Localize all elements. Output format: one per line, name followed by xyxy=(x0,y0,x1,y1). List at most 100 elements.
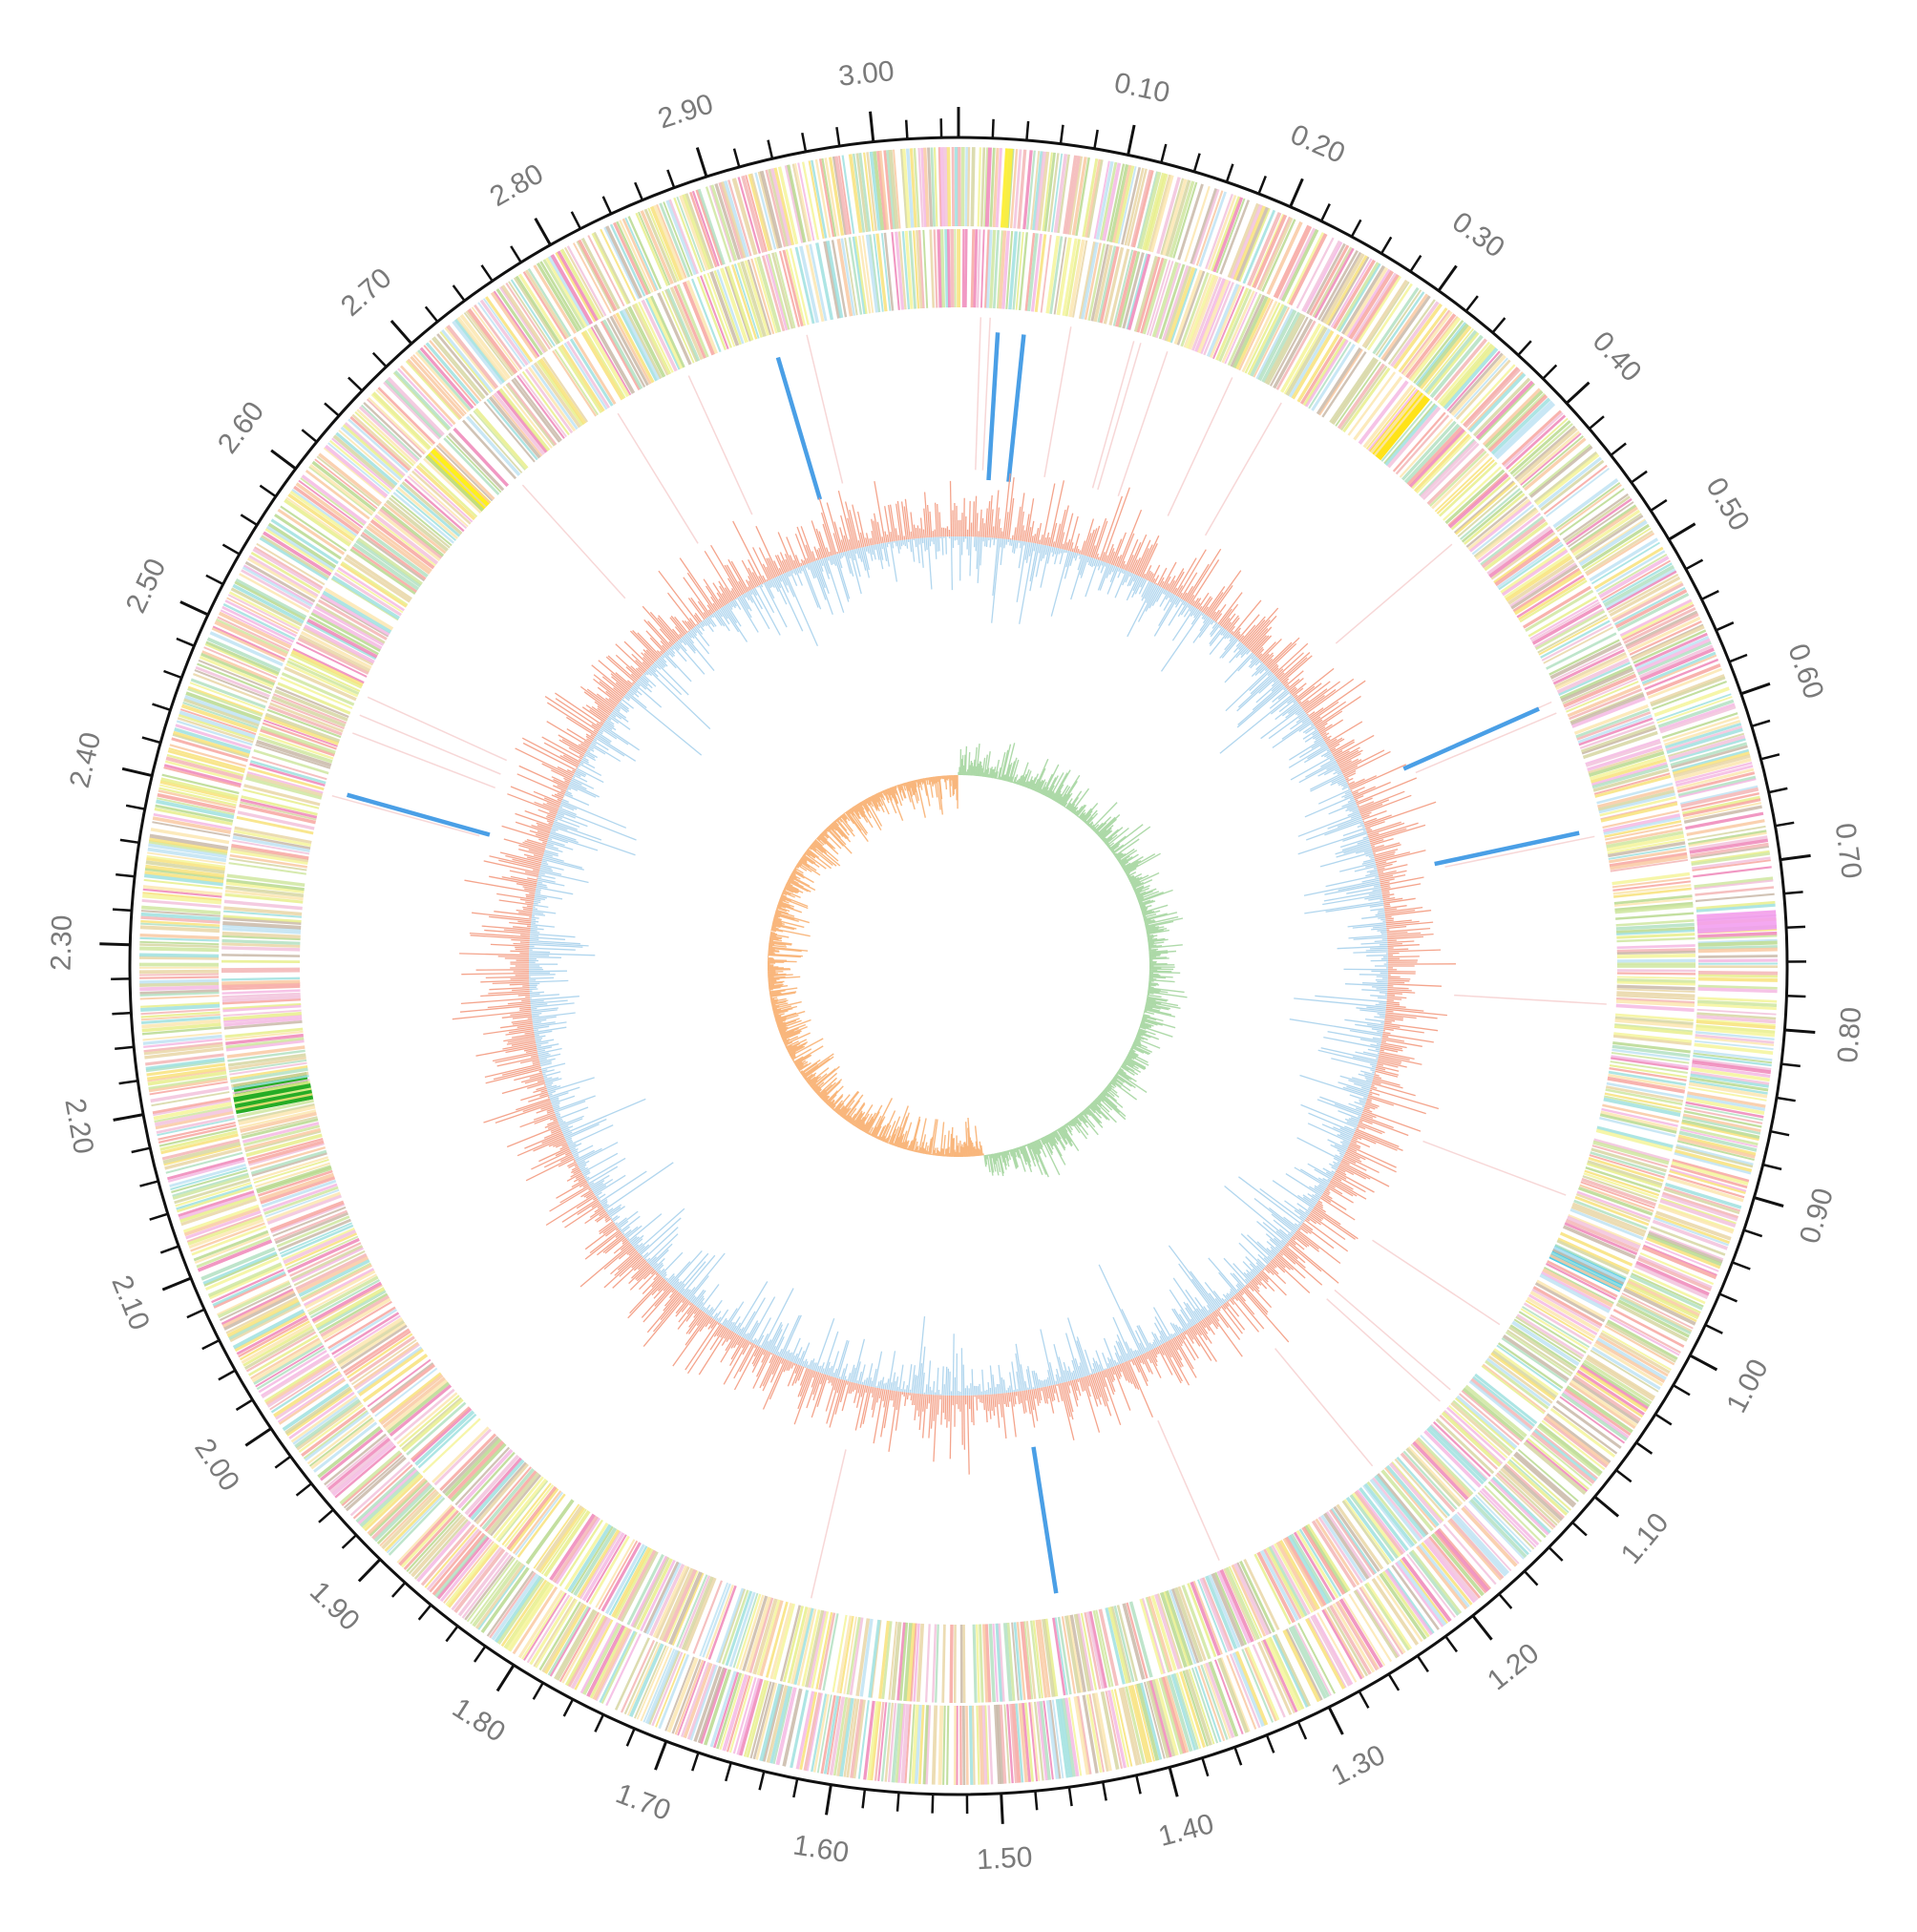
cds-reverse-feature xyxy=(630,1555,668,1628)
gc-content-negative-bar xyxy=(1317,1177,1330,1185)
cds-forward-feature xyxy=(1061,1698,1076,1777)
gc-content-positive-bar xyxy=(1330,1180,1358,1197)
gc-content-negative-bar xyxy=(803,1358,808,1368)
cds-reverse-feature xyxy=(652,1564,688,1638)
cds-forward-feature xyxy=(1672,1159,1750,1183)
gc-content-negative-bar xyxy=(919,1346,926,1395)
cds-reverse-feature xyxy=(1154,1593,1181,1670)
cds-forward-feature xyxy=(900,1704,910,1784)
cds-reverse-feature xyxy=(270,1203,346,1234)
gc-content-positive-bar xyxy=(1268,642,1297,670)
gc-content-negative-bar xyxy=(1331,1166,1338,1171)
gc-content-positive-bar xyxy=(696,1312,707,1327)
cds-forward-feature xyxy=(1697,938,1778,944)
cds-forward-feature xyxy=(1213,1659,1244,1735)
cds-forward-feature xyxy=(829,1696,846,1775)
cds-reverse-feature xyxy=(495,1478,547,1542)
cds-reverse-feature xyxy=(699,275,729,349)
minor-tick xyxy=(625,1728,636,1747)
gc-content-negative-bar xyxy=(859,1364,866,1385)
cds-forward-feature xyxy=(453,1548,506,1613)
cds-reverse-feature xyxy=(1243,1558,1280,1631)
gc-content-negative-bar xyxy=(1297,811,1360,837)
gc-content-negative-bar xyxy=(1285,1173,1322,1197)
cds-reverse-feature xyxy=(345,554,412,600)
cds-reverse-feature xyxy=(259,1172,335,1202)
gc-content-positive-bar xyxy=(1280,1249,1323,1286)
cds-forward-feature xyxy=(1625,610,1698,648)
cds-forward-feature xyxy=(1484,1484,1543,1543)
cds-reverse-feature xyxy=(303,626,374,666)
cds-forward-feature xyxy=(1677,1137,1756,1159)
gc-content-positive-bar xyxy=(1355,799,1359,802)
cds-forward-feature xyxy=(1468,372,1527,433)
gc-content-positive-bar xyxy=(1364,821,1385,830)
gc-content-negative-bar xyxy=(685,1287,696,1299)
cds-reverse-feature xyxy=(1504,553,1571,599)
cds-forward-feature xyxy=(1585,1355,1655,1401)
cds-reverse-feature xyxy=(1215,287,1250,361)
cds-forward-feature xyxy=(1543,464,1608,515)
cds-forward-feature xyxy=(359,1470,420,1528)
gc-content-positive-bar xyxy=(1387,992,1402,995)
gc-content-negative-bar xyxy=(687,1275,709,1301)
gc-content-negative-bar xyxy=(915,1376,918,1394)
gc-content-positive-bar xyxy=(503,1035,536,1042)
cds-reverse-feature xyxy=(944,229,949,308)
gc-content-positive-bar xyxy=(650,1270,656,1275)
cds-reverse-feature xyxy=(300,1262,371,1300)
cds-forward-feature xyxy=(182,1204,260,1233)
cds-reverse-feature xyxy=(826,240,844,319)
gc-content-negative-bar xyxy=(1035,1373,1040,1389)
cds-forward-feature xyxy=(1562,1390,1630,1439)
cds-forward-feature xyxy=(278,1378,347,1425)
gc-content-negative-bar xyxy=(1358,1115,1361,1119)
cds-forward-feature xyxy=(1515,427,1578,482)
cds-forward-feature xyxy=(172,1174,250,1201)
cds-reverse-feature xyxy=(1163,1591,1190,1667)
cds-forward-feature xyxy=(1265,1637,1302,1712)
cds-forward-feature xyxy=(752,1682,775,1760)
gc-content-negative-bar xyxy=(1160,1330,1168,1342)
gc-content-negative-bar xyxy=(1152,1307,1172,1340)
gc-content-negative-bar xyxy=(529,976,555,979)
gc-content-negative-bar xyxy=(533,1025,550,1030)
gc-content-negative-bar xyxy=(1314,736,1323,744)
gc-content-negative-bar xyxy=(1091,557,1096,568)
gc-content-negative-bar xyxy=(706,1307,714,1315)
gc-content-negative-bar xyxy=(531,916,539,919)
gc-content-positive-bar xyxy=(1212,603,1227,621)
gc-content-negative-bar xyxy=(699,1284,720,1310)
gc-content-positive-bar xyxy=(1043,1386,1049,1404)
gc-content-positive-bar xyxy=(509,921,532,926)
gc-content-negative-bar xyxy=(1327,1139,1348,1150)
cds-reverse-feature xyxy=(251,756,327,781)
gc-content-positive-bar xyxy=(1380,886,1391,891)
gc-content-negative-bar xyxy=(976,536,980,570)
gc-content-positive-bar xyxy=(1042,1387,1047,1404)
cds-reverse-feature xyxy=(321,1297,391,1341)
gc-content-positive-bar xyxy=(980,1395,983,1403)
cds-reverse-feature xyxy=(1555,654,1628,690)
gc-content-negative-bar xyxy=(1252,683,1283,711)
cds-forward-feature xyxy=(1410,1549,1463,1614)
gc-content-positive-bar xyxy=(1116,554,1123,567)
gc-content-negative-bar xyxy=(588,1182,595,1186)
gc-content-positive-bar xyxy=(516,1135,564,1157)
tick-label: 1.10 xyxy=(1615,1507,1675,1570)
gc-content-negative-bar xyxy=(1168,592,1172,598)
cds-reverse-feature xyxy=(1613,894,1693,905)
cds-reverse-feature xyxy=(1494,537,1561,587)
cds-forward-feature xyxy=(1578,519,1648,567)
gc-content-negative-bar xyxy=(1209,631,1230,656)
minor-tick xyxy=(1265,1734,1275,1754)
minor-tick xyxy=(301,429,318,443)
gc-content-positive-bar xyxy=(995,1394,1001,1428)
gc-content-negative-bar xyxy=(1153,1339,1159,1348)
gc-content-positive-bar xyxy=(1093,1373,1106,1407)
gc-content-positive-bar xyxy=(1265,1266,1274,1275)
gc-content-negative-bar xyxy=(647,1233,679,1264)
cds-forward-feature xyxy=(526,1594,571,1664)
cds-reverse-feature xyxy=(1259,1549,1299,1622)
gc-content-positive-bar xyxy=(786,1360,791,1372)
